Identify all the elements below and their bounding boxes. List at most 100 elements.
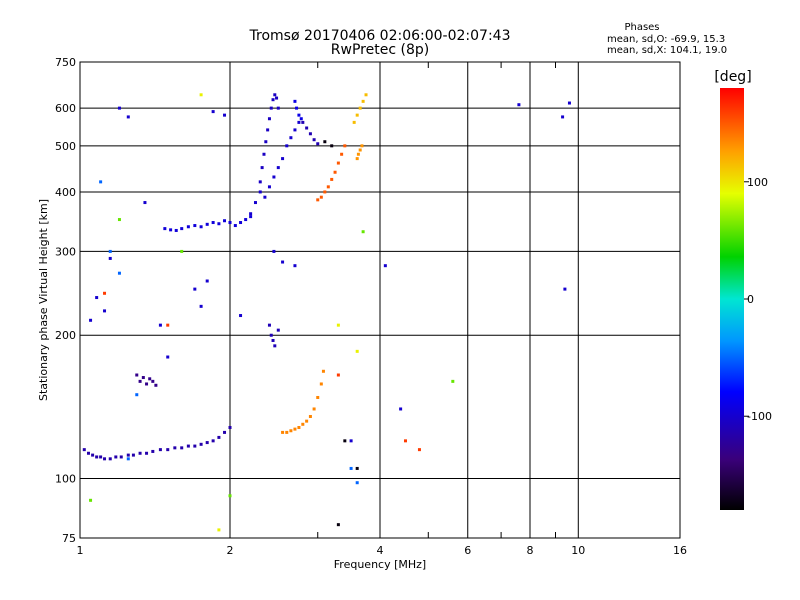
data-points	[82, 93, 571, 532]
data-point	[399, 407, 403, 411]
data-point	[223, 113, 227, 117]
data-point	[326, 185, 330, 189]
data-point	[239, 314, 243, 318]
data-point	[145, 382, 149, 386]
data-point	[205, 441, 209, 445]
y-tick-label: 200	[55, 329, 76, 342]
stats-heading: Phases	[624, 22, 659, 33]
data-point	[193, 224, 197, 228]
data-point	[180, 227, 184, 231]
data-point	[281, 260, 285, 264]
data-point	[267, 323, 271, 327]
data-point	[249, 212, 253, 216]
data-point	[228, 494, 232, 498]
data-point	[319, 195, 323, 199]
data-point	[91, 453, 95, 457]
data-point	[82, 448, 86, 452]
data-point	[361, 99, 365, 103]
data-point	[217, 222, 221, 226]
data-point	[205, 279, 209, 283]
data-point	[166, 448, 170, 452]
data-point	[103, 457, 107, 461]
data-point	[108, 457, 112, 461]
data-point	[158, 448, 162, 452]
y-tick-label: 100	[55, 473, 76, 486]
data-point	[330, 144, 334, 148]
data-point	[174, 228, 178, 232]
data-point	[166, 323, 170, 327]
data-point	[141, 376, 145, 380]
colorbar	[720, 88, 744, 510]
x-tick-label: 4	[377, 544, 384, 557]
data-point	[145, 451, 149, 455]
grid-lines	[80, 62, 680, 538]
data-point	[163, 227, 167, 231]
data-point	[86, 451, 90, 455]
data-point	[131, 453, 135, 457]
data-point	[239, 221, 243, 225]
data-point	[343, 144, 347, 148]
data-point	[117, 218, 121, 222]
data-point	[323, 140, 327, 144]
data-point	[305, 126, 309, 130]
data-point	[361, 230, 365, 234]
y-tick-label: 300	[55, 245, 76, 258]
data-point	[293, 99, 297, 103]
data-point	[211, 221, 215, 225]
plot-frame	[79, 61, 681, 539]
data-point	[567, 101, 571, 105]
data-point	[355, 157, 359, 161]
data-point	[293, 264, 297, 268]
data-point	[258, 180, 262, 184]
data-point	[186, 225, 190, 229]
data-point	[355, 349, 359, 353]
data-point	[193, 444, 197, 448]
data-point	[272, 249, 276, 253]
data-point	[258, 190, 262, 194]
data-point	[355, 466, 359, 470]
data-point	[158, 323, 162, 327]
data-point	[108, 249, 112, 253]
data-point	[272, 175, 276, 179]
stats-o-mode: mean, sd,O: -69.9, 15.3	[607, 34, 725, 45]
data-point	[312, 138, 316, 142]
y-tick-label: 75	[62, 532, 76, 545]
data-point	[349, 439, 353, 443]
data-point	[417, 448, 421, 452]
data-point	[451, 379, 455, 383]
data-point	[126, 115, 130, 119]
data-point	[211, 439, 215, 443]
data-point	[343, 439, 347, 443]
data-point	[364, 93, 368, 97]
y-tick-label: 750	[55, 56, 76, 69]
data-point	[349, 466, 353, 470]
data-point	[305, 419, 309, 423]
data-point	[330, 177, 334, 181]
data-point	[340, 152, 344, 156]
data-point	[297, 113, 301, 117]
data-point	[253, 201, 257, 205]
data-point	[271, 338, 275, 342]
data-point	[333, 170, 337, 174]
colorbar-ticks: 100 0 -100	[744, 176, 772, 423]
data-point	[263, 195, 267, 199]
data-point	[264, 140, 268, 144]
data-point	[289, 429, 293, 433]
data-point	[276, 106, 280, 110]
data-point	[154, 383, 158, 387]
data-point	[336, 373, 340, 377]
data-point	[267, 117, 271, 121]
data-point	[108, 256, 112, 260]
data-point	[517, 103, 521, 107]
data-point	[135, 373, 139, 377]
data-point	[117, 106, 121, 110]
data-point	[199, 93, 203, 97]
data-point	[103, 309, 107, 313]
colorbar-tick-label: 100	[747, 176, 768, 189]
data-point	[301, 120, 305, 124]
data-point	[223, 430, 227, 434]
data-point	[299, 117, 303, 121]
x-tick-label: 8	[527, 544, 534, 557]
data-point	[285, 144, 289, 148]
data-point	[301, 422, 305, 426]
